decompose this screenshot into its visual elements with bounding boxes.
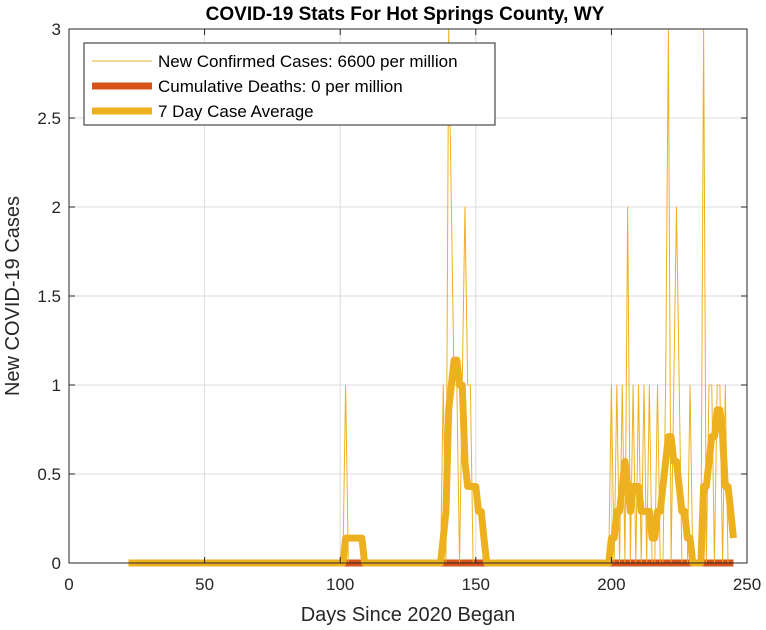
legend-box: [83, 42, 496, 126]
y-tick-label: 2: [52, 198, 61, 217]
legend-entry-7day-average-label: 7 Day Case Average: [158, 102, 314, 121]
y-tick-label: 1.5: [37, 287, 61, 306]
y-tick-label: 3: [52, 20, 61, 39]
x-axis-label: Days Since 2020 Began: [301, 604, 516, 626]
legend-entry-new-cases-label: New Confirmed Cases: 6600 per million: [158, 52, 458, 71]
series-7day-average-line: [128, 356, 737, 567]
axis-ticks: 0 50 100 150 200 250 0 0.5 1 1.5 2 2.5 3: [37, 20, 761, 594]
y-tick-label: 2.5: [37, 109, 61, 128]
y-axis-label: New COVID-19 Cases: [2, 196, 24, 396]
y-tick-label: 0: [52, 554, 61, 573]
x-tick-label: 200: [597, 575, 625, 594]
x-tick-label: 0: [64, 575, 73, 594]
legend-entry-cumulative-deaths-label: Cumulative Deaths: 0 per million: [158, 77, 403, 96]
x-tick-label: 250: [733, 575, 761, 594]
legend: New Confirmed Cases: 6600 per million Cum…: [83, 42, 496, 126]
y-tick-label: 1: [52, 376, 61, 395]
y-tick-label: 0.5: [37, 465, 61, 484]
chart-title: COVID-19 Stats For Hot Springs County, W…: [206, 4, 605, 25]
x-tick-label: 50: [195, 575, 214, 594]
x-tick-label: 150: [462, 575, 490, 594]
x-tick-label: 100: [326, 575, 354, 594]
